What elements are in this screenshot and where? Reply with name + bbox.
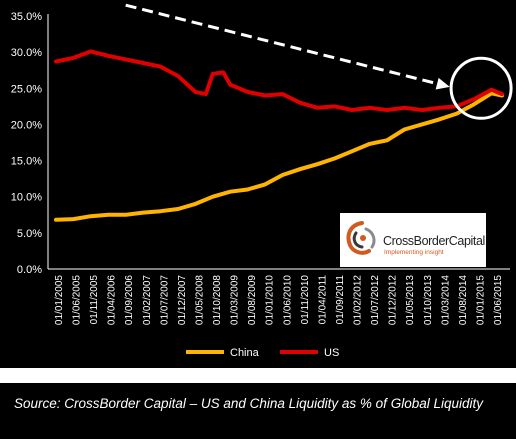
legend: China US <box>186 347 339 359</box>
legend-label-us: US <box>324 347 339 359</box>
x-tick-label: 01/02/2007 <box>142 275 153 325</box>
x-tick-label: 01/06/2005 <box>72 275 83 325</box>
x-tick-label: 01/08/2014 <box>458 275 469 325</box>
x-tick-label: 01/05/2008 <box>194 275 205 325</box>
y-tick-label: 30.0% <box>11 47 42 59</box>
logo-tagline: Implementing insight <box>384 249 444 256</box>
logo-swirl-icon <box>346 221 376 255</box>
line-chart: 0.0% 5.0% 10.0% 15.0% 20.0% 25.0% 30.0% 35.0% 0… <box>11 3 513 359</box>
x-tick-label: 01/03/2014 <box>440 275 451 325</box>
x-tick-label: 01/10/2008 <box>212 275 223 325</box>
highlight-circle <box>449 56 513 120</box>
series-line-us <box>54 49 504 112</box>
x-tick-labels: 01/01/2005 01/06/2005 01/11/2005 01/04/2006… <box>54 275 504 325</box>
y-tick-label: 10.0% <box>11 192 42 204</box>
series-lines <box>54 49 504 222</box>
y-tick-labels: 0.0% 5.0% 10.0% 15.0% 20.0% 25.0% 30.0% 35.0% <box>11 11 42 276</box>
logo-wordmark: CrossBorderCapital <box>383 234 485 248</box>
x-tick-label: 01/12/2007 <box>177 275 188 325</box>
x-tick-label: 01/12/2012 <box>388 275 399 325</box>
chart-panel: 0.0% 5.0% 10.0% 15.0% 20.0% 25.0% 30.0% 35.0% 0… <box>0 0 516 368</box>
x-tick-label: 01/09/2011 <box>335 275 346 325</box>
x-tick-label: 01/04/2006 <box>107 275 118 325</box>
axes <box>47 14 510 270</box>
trend-arrow-head <box>435 77 450 90</box>
y-tick-label: 5.0% <box>17 228 42 240</box>
annotations <box>125 3 513 120</box>
x-tick-label: 01/11/2005 <box>89 275 100 325</box>
x-tick-label: 01/02/2012 <box>353 275 364 325</box>
x-tick-label: 01/05/2013 <box>405 275 416 325</box>
y-tick-label: 20.0% <box>11 119 42 131</box>
x-tick-label: 01/06/2015 <box>493 275 504 325</box>
x-tick-label: 01/04/2011 <box>317 275 328 325</box>
x-tick-label: 01/03/2009 <box>230 275 241 325</box>
x-tick-label: 01/01/2005 <box>54 275 65 325</box>
x-tick-label: 01/07/2007 <box>159 275 170 325</box>
series-line-china <box>54 91 504 222</box>
y-tick-label: 15.0% <box>11 156 42 168</box>
x-tick-label: 01/07/2012 <box>370 275 381 325</box>
trend-arrow-shaft <box>125 3 438 86</box>
x-tick-label: 01/11/2010 <box>300 275 311 325</box>
source-caption: Source: CrossBorder Capital – US and Chi… <box>14 396 483 411</box>
y-tick-label: 35.0% <box>11 11 42 23</box>
source-caption-box: Source: CrossBorder Capital – US and Chi… <box>0 383 516 439</box>
x-tick-label: 01/01/2015 <box>475 275 486 325</box>
x-tick-label: 01/06/2010 <box>282 275 293 325</box>
crossbordercapital-logo: CrossBorderCapital Implementing insight <box>340 213 486 267</box>
x-tick-label: 01/08/2009 <box>247 275 258 325</box>
y-tick-label: 0.0% <box>17 264 42 276</box>
legend-label-china: China <box>230 347 260 359</box>
x-tick-label: 01/01/2010 <box>265 275 276 325</box>
x-tick-label: 01/10/2013 <box>423 275 434 325</box>
y-tick-label: 25.0% <box>11 83 42 95</box>
x-tick-label: 01/09/2006 <box>124 275 135 325</box>
